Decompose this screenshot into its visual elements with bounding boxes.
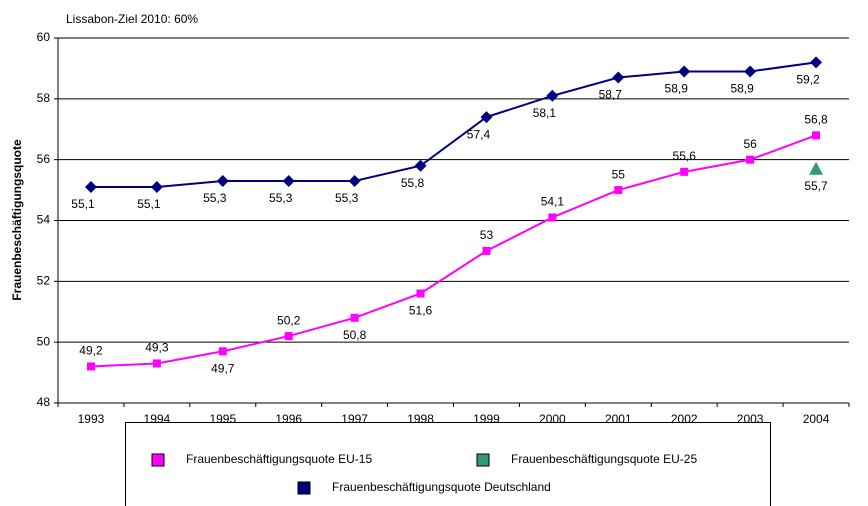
data-label: 49,7 (211, 361, 235, 375)
data-point (810, 56, 823, 69)
data-label: 59,2 (796, 73, 820, 87)
data-label: 50,2 (277, 313, 301, 327)
y-tick-label: 54 (37, 213, 51, 227)
data-label: 55,6 (673, 149, 697, 163)
data-label: 58,9 (665, 82, 689, 96)
data-label: 56 (743, 137, 757, 151)
data-point (612, 71, 625, 84)
data-point (546, 89, 559, 102)
series-line (90, 134, 817, 368)
data-label: 55,3 (269, 191, 293, 205)
data-point (348, 174, 361, 187)
data-point (746, 155, 755, 164)
x-tick-label: 1996 (275, 412, 302, 426)
data-point (548, 213, 557, 222)
data-point (678, 65, 691, 78)
data-point (812, 131, 821, 140)
x-tick-label: 1993 (78, 412, 105, 426)
data-label: 55,1 (71, 197, 95, 211)
data-label: 49,2 (79, 344, 103, 358)
data-label: 51,6 (409, 304, 433, 318)
x-tick-label: 1997 (341, 412, 368, 426)
y-tick-label: 58 (37, 91, 51, 105)
data-point (282, 174, 295, 187)
series-line (90, 61, 817, 189)
x-tick-label: 2001 (605, 412, 632, 426)
data-point (482, 246, 491, 255)
data-label: 55,3 (335, 191, 359, 205)
y-axis-label: Frauenbeschäftigungsquote (10, 139, 24, 301)
x-tick-label: 1999 (473, 412, 500, 426)
x-tick-label: 2004 (803, 412, 830, 426)
y-tick-label: 56 (37, 152, 51, 166)
data-point (84, 181, 97, 194)
data-point (284, 332, 293, 341)
data-label: 55,8 (401, 176, 425, 190)
legend-swatch (297, 481, 311, 495)
legend-label: Frauenbeschäftigungsquote EU-15 (186, 452, 372, 466)
legend-label: Frauenbeschäftigungsquote Deutschland (332, 480, 551, 494)
data-point (809, 161, 824, 175)
data-label: 56,8 (804, 113, 828, 127)
x-tick-label: 1995 (209, 412, 236, 426)
legend-swatch (151, 453, 165, 467)
x-tick-label: 1998 (407, 412, 434, 426)
x-tick-label: 1994 (144, 412, 171, 426)
data-point (480, 111, 493, 124)
y-tick-label: 60 (37, 30, 51, 44)
x-tick-label: 2000 (539, 412, 566, 426)
legend-label: Frauenbeschäftigungsquote EU-25 (511, 452, 697, 466)
data-point (614, 186, 623, 195)
data-label: 55 (612, 167, 626, 181)
data-point (152, 359, 161, 368)
data-label: 49,3 (145, 341, 169, 355)
data-point (744, 65, 757, 78)
data-point (150, 181, 163, 194)
data-label: 58,9 (730, 82, 754, 96)
data-label: 53 (480, 228, 494, 242)
y-tick-label: 48 (37, 395, 51, 409)
y-tick-label: 52 (37, 274, 51, 288)
data-point (218, 347, 227, 356)
legend-box (125, 422, 771, 506)
data-label: 55,7 (804, 179, 828, 193)
data-label: 58,1 (533, 106, 557, 120)
legend-swatch (476, 453, 490, 467)
data-label: 50,8 (343, 328, 367, 342)
data-point (416, 289, 425, 298)
y-tick-label: 50 (37, 334, 51, 348)
data-point (680, 167, 689, 176)
data-label: 55,3 (203, 191, 227, 205)
data-label: 57,4 (467, 127, 491, 141)
annotation: Lissabon-Ziel 2010: 60% (66, 12, 198, 26)
data-point (350, 313, 359, 322)
x-tick-label: 2003 (737, 412, 764, 426)
data-point (414, 159, 427, 172)
data-label: 54,1 (541, 195, 565, 209)
data-point (216, 174, 229, 187)
data-point (86, 362, 95, 371)
data-label: 55,1 (137, 197, 161, 211)
data-label: 58,7 (599, 88, 623, 102)
x-tick-label: 2002 (671, 412, 698, 426)
